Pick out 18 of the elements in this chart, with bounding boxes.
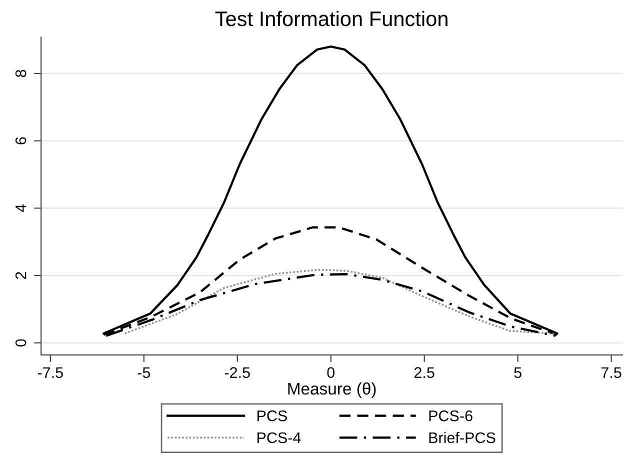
x-tick-label: -2.5: [224, 367, 250, 378]
x-tick-label: 5: [514, 367, 522, 378]
legend-label: PCS-6: [429, 410, 472, 422]
x-tick-label: -7.5: [38, 367, 63, 378]
legend-label: PCS-4: [258, 432, 301, 444]
y-tick-label: 8: [15, 70, 26, 78]
y-tick-label: 4: [16, 204, 26, 212]
y-tick-label: 0: [15, 339, 26, 346]
x-tick-label: 2.5: [414, 367, 434, 378]
x-tick-label: -5: [138, 367, 150, 378]
legend-label: Brief-PCS: [429, 432, 496, 444]
x-axis-title: Measure (θ): [288, 382, 376, 398]
legend-label: PCS: [258, 410, 287, 422]
x-tick-label: 0: [327, 367, 335, 378]
chart-title: Test Information Function: [215, 10, 448, 26]
y-tick-label: 6: [15, 137, 26, 144]
x-tick-label: 7.5: [601, 367, 622, 378]
y-tick-label: 2: [15, 272, 26, 279]
